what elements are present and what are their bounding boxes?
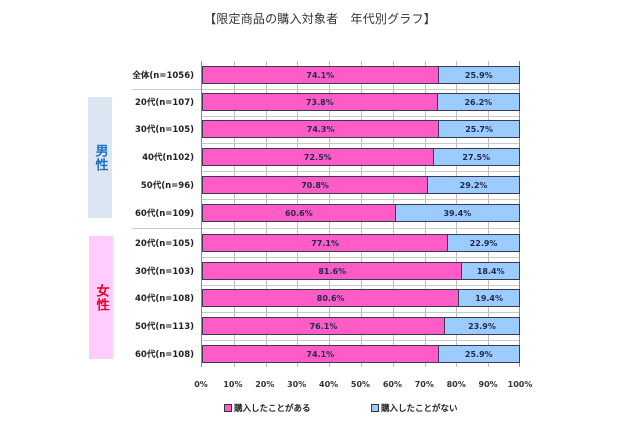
legend-swatch-purchased (224, 404, 232, 412)
gridline (202, 171, 519, 172)
x-tick-label: 80% (446, 380, 466, 389)
bar-segment-purchased: 72.5% (202, 148, 433, 166)
bar-row: 80.6% 19.4% (202, 289, 520, 307)
bar-row: 70.8% 29.2% (202, 176, 520, 194)
plot-area: 74.1% 25.9% 73.8% 26.2% 74.3% 25.7% 72.5% 27.5%… (201, 61, 520, 367)
bar-segment-purchased: 80.6% (202, 289, 459, 307)
gridline (202, 285, 519, 286)
bar-segment-purchased: 74.1% (202, 345, 438, 363)
gridline (202, 340, 519, 341)
bar-segment-not-purchased: 18.4% (461, 262, 520, 280)
bar-row: 77.1% 22.9% (202, 234, 520, 252)
bar-segment-not-purchased: 25.9% (437, 345, 520, 363)
x-tick-label: 20% (255, 380, 275, 389)
bar-segment-not-purchased: 19.4% (458, 289, 520, 307)
row-label: 30代(n=105) (134, 125, 194, 135)
legend-swatch-not-purchased (371, 404, 379, 412)
row-label: 20代(n=107) (134, 98, 194, 108)
row-label: 50代(n=96) (140, 181, 194, 191)
x-tick-label: 100% (507, 380, 533, 389)
row-label: 20代(n=105) (134, 239, 194, 249)
bar-segment-purchased: 74.3% (202, 120, 439, 138)
bar-segment-purchased: 74.1% (202, 66, 438, 84)
chart-title: 【限定商品の購入対象者 年代別グラフ】 (204, 12, 436, 26)
row-label: 40代(n=108) (134, 294, 194, 304)
x-tick-label: 70% (414, 380, 434, 389)
x-tick-label: 50% (350, 380, 371, 389)
bar-row: 76.1% 23.9% (202, 317, 520, 335)
legend-item-purchased: 購入したことがある (224, 402, 311, 414)
gridline (202, 312, 519, 313)
row-label: 60代(n=108) (134, 350, 194, 360)
legend-item-not-purchased: 購入したことがない (371, 402, 458, 414)
x-tick-label: 0% (194, 380, 208, 389)
group-label-male: 男性 (92, 143, 108, 172)
x-tick-label: 90% (478, 380, 498, 389)
x-tick-label: 10% (223, 380, 243, 389)
bar-segment-purchased: 76.1% (202, 317, 444, 335)
gridline (202, 143, 519, 144)
x-tick-label: 30% (287, 380, 307, 389)
legend-label-not-purchased: 購入したことがない (381, 404, 458, 414)
x-tick-label: 40% (319, 380, 339, 389)
group-label-female: 女性 (93, 283, 109, 312)
x-tick-label: 60% (382, 380, 402, 389)
group-block-male: 男性 (88, 97, 112, 218)
legend-label-purchased: 購入したことがある (234, 404, 311, 414)
separator-line (132, 228, 201, 229)
bar-segment-purchased: 70.8% (202, 176, 428, 194)
bar-row: 73.8% 26.2% (202, 93, 520, 111)
bar-segment-not-purchased: 25.7% (438, 120, 520, 138)
bar-segment-purchased: 60.6% (202, 204, 395, 222)
bar-segment-not-purchased: 22.9% (447, 234, 520, 252)
gridline (202, 228, 519, 229)
separator-line (132, 89, 201, 90)
bar-segment-not-purchased: 29.2% (427, 176, 520, 194)
gridline (202, 257, 519, 258)
group-block-female: 女性 (89, 236, 113, 359)
bar-row: 81.6% 18.4% (202, 262, 520, 280)
row-label: 全体(n=1056) (132, 71, 194, 81)
gridline (202, 116, 519, 117)
bar-segment-not-purchased: 39.4% (394, 204, 520, 222)
row-label: 40代(n102) (142, 153, 194, 163)
bar-segment-not-purchased: 23.9% (443, 317, 520, 335)
bar-segment-purchased: 73.8% (202, 93, 437, 111)
bar-segment-not-purchased: 26.2% (436, 93, 520, 111)
bar-row: 74.1% 25.9% (202, 345, 520, 363)
bar-segment-purchased: 77.1% (202, 234, 448, 252)
bar-segment-not-purchased: 25.9% (437, 66, 520, 84)
row-label: 50代(n=113) (134, 322, 194, 332)
bar-row: 74.1% 25.9% (202, 66, 520, 84)
bar-segment-not-purchased: 27.5% (432, 148, 520, 166)
gridline (202, 199, 519, 200)
bar-row: 72.5% 27.5% (202, 148, 520, 166)
row-label: 60代(n=109) (134, 209, 194, 219)
row-label: 30代(n=103) (134, 267, 194, 277)
bar-row: 74.3% 25.7% (202, 120, 520, 138)
bar-segment-purchased: 81.6% (202, 262, 462, 280)
bar-row: 60.6% 39.4% (202, 204, 520, 222)
gridline (202, 89, 519, 90)
